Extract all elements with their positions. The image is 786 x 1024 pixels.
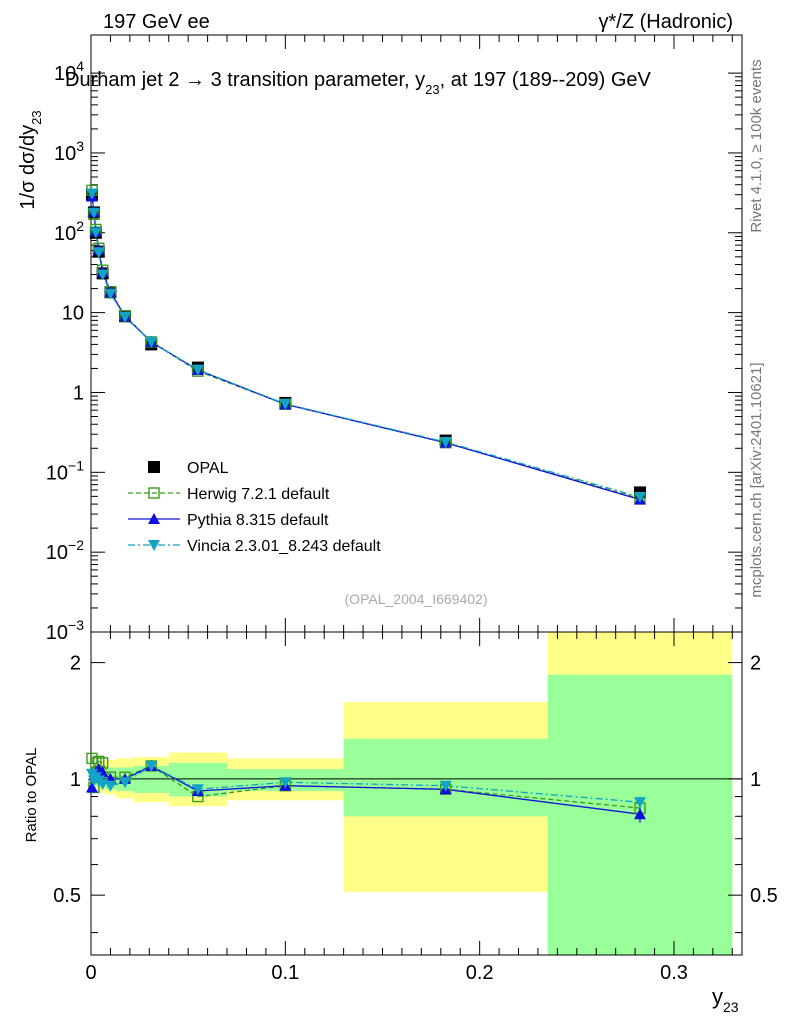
main-y-tick-label: 103 (54, 138, 84, 165)
ratio-point-pythia (633, 808, 646, 820)
main-y-tick-label: 104 (54, 58, 84, 85)
data-point-vincia (87, 207, 100, 219)
header-right: γ*/Z (Hadronic) (599, 11, 733, 33)
x-tick-label: 0.1 (271, 962, 299, 984)
plot-title-main: Durham jet 2 → 3 transition parameter, y (65, 69, 425, 91)
data-point-vincia (96, 269, 109, 281)
legend-marker-pythia (148, 513, 160, 524)
plot-title-sub: 23 (425, 82, 439, 97)
data-point-vincia (633, 492, 646, 504)
x-axis-label: y23 (712, 984, 739, 1015)
data-point-vincia (439, 436, 452, 448)
x-tick-label: 0.2 (466, 962, 494, 984)
x-tick-label: 0 (85, 962, 96, 984)
ratio-band-green (343, 738, 548, 817)
analysis-watermark: (OPAL_2004_I669402) (345, 591, 488, 607)
ratio-point-vincia (191, 784, 204, 796)
main-series-lines (91, 190, 641, 501)
axis-ticks: 10−3 10−2 10−1 1 10 102 103 104 0.5 0.5 1 1 2 2 0 0.1 0.… (46, 35, 778, 984)
ratio-plot-frame (90, 631, 743, 956)
data-point-vincia (85, 188, 98, 200)
data-point-vincia (191, 364, 204, 376)
legend-marker-opal (148, 461, 160, 473)
ratio-series-points (85, 752, 646, 823)
ratio-y-tick-label-left: 2 (70, 653, 81, 675)
plot-title: Durham jet 2 → 3 transition parameter, y… (65, 69, 652, 97)
ratio-point-vincia (145, 760, 158, 772)
plot-title-tail: , at 197 (189--209) GeV (440, 69, 652, 91)
legend-label-pythia: Pythia 8.315 default (187, 512, 329, 529)
x-axis-label-main: y (712, 984, 723, 1009)
ratio-y-tick-label-right: 2 (750, 653, 761, 675)
main-y-axis-label-main: 1/σ dσ/dy (17, 125, 39, 210)
legend-label-herwig: Herwig 7.2.1 default (187, 486, 330, 503)
data-point-vincia (145, 336, 158, 348)
main-y-tick-label: 10−2 (46, 537, 84, 564)
ratio-point-vincia (279, 777, 292, 789)
ratio-point-pythia (85, 781, 98, 793)
series-line-vincia (91, 193, 641, 498)
legend: OPAL Herwig 7.2.1 default Pythia 8.315 def… (128, 460, 381, 555)
header-left: 197 GeV ee (103, 11, 210, 33)
main-y-tick-label: 102 (54, 218, 84, 245)
ratio-bands (91, 632, 742, 955)
legend-marker-vincia (148, 540, 160, 551)
legend-marker-herwig (148, 487, 160, 499)
series-line-pythia (91, 196, 641, 501)
main-y-axis-label-sub: 23 (29, 110, 44, 124)
main-y-axis-label: 1/σ dσ/dy23 (17, 110, 44, 209)
data-point-vincia (279, 398, 292, 410)
series-line-herwig (91, 190, 641, 500)
rivet-version: Rivet 4.1.0, ≥ 100k events (748, 59, 765, 232)
main-y-tick-label: 10 (62, 303, 84, 325)
ratio-point-vincia (633, 797, 646, 809)
ratio-y-tick-label-right: 0.5 (750, 885, 778, 907)
x-tick-label: 0.3 (660, 962, 688, 984)
data-point-vincia (89, 227, 102, 239)
legend-label-opal: OPAL (187, 460, 229, 477)
ratio-y-tick-label-left: 1 (70, 769, 81, 791)
ratio-point-vincia (104, 780, 117, 792)
main-series-points (85, 184, 646, 505)
main-y-tick-label: 10−1 (46, 457, 84, 484)
legend-label-vincia: Vincia 2.3.01_8.243 default (187, 538, 381, 555)
main-y-tick-label: 1 (73, 382, 84, 404)
data-point-vincia (104, 288, 117, 300)
x-axis-label-sub: 23 (723, 999, 739, 1015)
data-point-vincia (119, 312, 132, 324)
ratio-point-vincia (119, 777, 132, 789)
mcplots-credit: mcplots.cern.ch [arXiv:2401.10621] (748, 362, 765, 597)
ratio-point-vincia (439, 780, 452, 792)
ratio-y-tick-label-right: 1 (750, 769, 761, 791)
ratio-y-tick-label-left: 0.5 (53, 885, 81, 907)
ratio-y-axis-label: Ratio to OPAL (23, 748, 40, 843)
data-point-vincia (92, 247, 105, 259)
main-y-tick-label: 10−3 (46, 617, 84, 644)
